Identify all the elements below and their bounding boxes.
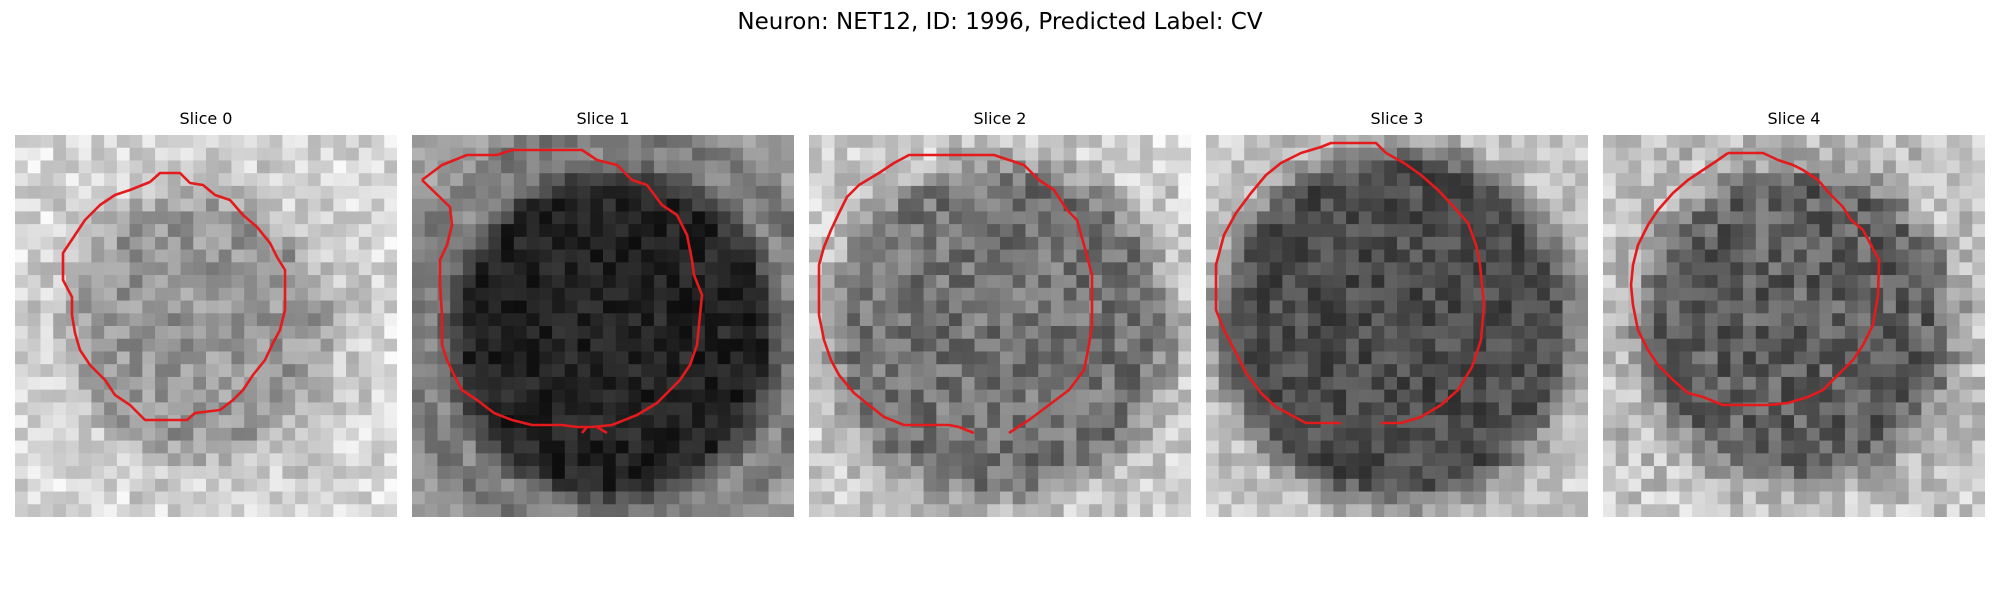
slice-panel-1: Slice 1: [412, 108, 794, 518]
slice-image-0: [15, 135, 397, 517]
slice-image-4: [1603, 135, 1985, 517]
slice-panel-2: Slice 2: [809, 108, 1191, 518]
slice-panel-4: Slice 4: [1603, 108, 1985, 518]
slice-panel-0: Slice 0: [15, 108, 397, 518]
contour-line: [581, 426, 588, 434]
figure-title: Neuron: NET12, ID: 1996, Predicted Label…: [737, 9, 1263, 35]
slice-image-3: [1206, 135, 1588, 517]
contour-line: [421, 148, 704, 429]
pixel-grid: [1603, 135, 1985, 517]
contour-line: [596, 425, 608, 435]
pixel-grid: [809, 135, 1191, 517]
slice-title-1: Slice 1: [576, 109, 630, 128]
slice-panel-3: Slice 3: [1206, 108, 1588, 518]
slice-title-4: Slice 4: [1767, 109, 1821, 128]
contour-line: [958, 425, 975, 435]
slice-image-2: [809, 135, 1191, 517]
slice-image-1: [412, 135, 794, 517]
slice-title-2: Slice 2: [973, 109, 1027, 128]
contour-line: [1214, 141, 1486, 425]
slice-title-3: Slice 3: [1370, 109, 1424, 128]
pixel-grid: [15, 135, 397, 517]
contour-line: [817, 153, 1094, 435]
slice-title-0: Slice 0: [179, 109, 233, 128]
pixel-grid: [412, 135, 794, 517]
contour-line: [61, 171, 287, 422]
contour-line: [1629, 151, 1881, 407]
pixel-grid: [1206, 135, 1588, 517]
